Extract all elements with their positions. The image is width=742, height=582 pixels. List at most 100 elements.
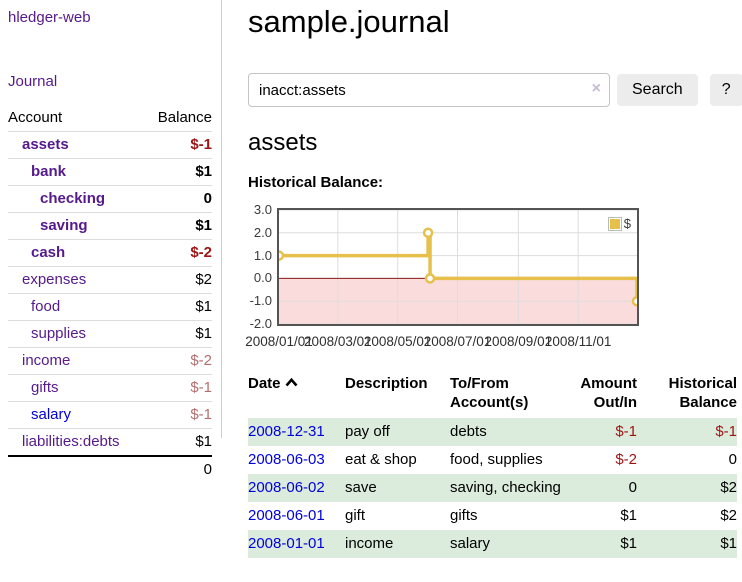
transaction-amount: 0 [572,474,647,502]
transaction-balance: $2 [647,474,737,502]
account-balance: $1 [145,320,212,348]
account-row-liabilities-debts: liabilities:debts $1 [8,428,212,457]
account-link-income[interactable]: income [22,352,71,369]
amount-column-header: Amount Out/In [580,375,637,411]
account-link-expenses[interactable]: expenses [22,271,87,288]
x-axis-tick-label: 2008/07/01 [423,334,492,349]
account-link-liabilities-debts[interactable]: liabilities:debts [22,433,120,450]
transaction-description: pay off [345,418,450,446]
chart-canvas [279,210,637,324]
sort-ascending-icon [285,377,297,387]
account-balance: $1 [145,293,212,321]
page-title: sample.journal [248,4,450,39]
app-window: hledger-web Journal Account Balance asse… [0,0,742,558]
x-axis-tick-label: 2008/01/01 [245,334,313,349]
transaction-date-link[interactable]: 2008-12-31 [248,423,325,440]
search-button[interactable]: Search [617,74,698,106]
register-row: 2008-06-03 eat & shop food, supplies $-2… [248,446,737,474]
balance-column-header: Historical Balance [668,375,737,411]
account-row-bank: bank $1 [8,158,212,186]
x-axis-tick-label: 2008/11/01 [544,334,612,349]
clear-search-icon[interactable]: × [591,80,601,97]
transaction-amount: $-2 [615,451,637,468]
account-balance: $1 [145,158,212,186]
chart-legend: $ [606,215,632,232]
account-link-food[interactable]: food [31,298,61,315]
account-row-food: food $1 [8,293,212,321]
account-row-supplies: supplies $1 [8,320,212,348]
account-page-title: assets [248,129,318,156]
transaction-balance: 0 [728,451,737,468]
transaction-accounts: gifts [450,507,478,524]
search-input[interactable] [248,73,610,107]
transaction-description: eat & shop [345,451,417,468]
account-link-supplies[interactable]: supplies [31,325,87,342]
account-row-expenses: expenses $2 [8,266,212,294]
app-title-link[interactable]: hledger-web [8,9,91,26]
chart-heading: Historical Balance: [248,174,384,191]
account-balance: $-2 [145,347,212,375]
historical-balance-chart: $ 3.0 2.0 1.0 0.0 -1.0 -2.0 2008/01/01 2008/03… [245,202,742,355]
account-link-bank[interactable]: bank [31,163,67,180]
transaction-amount: $1 [572,530,647,558]
y-axis-tick-label: -2.0 [249,316,272,331]
account-balance: $2 [145,266,212,294]
transaction-accounts: debts [450,418,572,446]
account-column-header: Account [8,105,146,132]
transaction-date-link[interactable]: 2008-01-01 [248,535,325,552]
total-balance: 0 [145,455,212,483]
account-link-cash[interactable]: cash [31,244,66,261]
account-balance: $-1 [145,374,212,402]
x-axis-tick-label: 2008/09/01 [484,334,553,349]
transaction-amount: $-1 [572,418,647,446]
transaction-balance: $1 [647,530,737,558]
account-balance: $1 [145,428,212,457]
accounts-column-header: To/From Account(s) [450,375,529,411]
register-header-row: Date Description To/From Account(s) Amou… [248,371,737,418]
transaction-date-link[interactable]: 2008-06-01 [248,507,325,524]
help-button[interactable]: ? [709,74,742,106]
legend-label: $ [623,216,631,231]
account-balance: $-1 [145,131,212,159]
account-row-gifts: gifts $-1 [8,374,212,402]
account-link-saving[interactable]: saving [40,217,88,234]
account-link-checking[interactable]: checking [40,190,106,207]
transaction-description: save [345,474,450,502]
account-row-income: income $-2 [8,347,212,375]
transaction-description: gift [345,507,366,524]
transaction-date-link[interactable]: 2008-06-02 [248,479,325,496]
sidebar: hledger-web Journal Account Balance asse… [0,0,222,483]
y-axis-tick-label: -1.0 [249,293,272,309]
y-axis-tick-label: 2.0 [253,224,272,240]
transaction-accounts: salary [450,530,572,558]
account-row-checking: checking 0 [8,185,212,213]
transaction-amount: $1 [620,507,637,524]
register-table: Date Description To/From Account(s) Amou… [248,371,737,558]
transaction-description: income [345,530,450,558]
account-link-assets[interactable]: assets [22,136,69,153]
date-column-header[interactable]: Date [248,371,345,418]
legend-swatch-icon [607,216,622,231]
account-row-assets: assets $-1 [8,131,212,159]
account-balance: $-2 [145,239,212,267]
transaction-date-link[interactable]: 2008-06-03 [248,451,325,468]
transaction-accounts: saving, checking [450,474,572,502]
account-balance: $1 [145,212,212,240]
transaction-balance: $-1 [647,418,737,446]
balance-column-header: Balance [145,105,212,132]
y-axis-tick-label: 1.0 [253,247,272,263]
transaction-accounts: food, supplies [450,451,543,468]
y-axis-tick-label: 0.0 [253,270,272,286]
account-balance-table: Account Balance assets $-1 bank $1 check… [8,105,212,483]
account-table-header: Account Balance [8,105,212,132]
account-link-gifts[interactable]: gifts [31,379,59,396]
register-row: 2008-06-01 gift gifts $1 $2 [248,502,737,530]
account-balance: 0 [145,185,212,213]
y-axis-tick-label: 3.0 [253,202,272,217]
search-form: × Search ? [248,73,742,107]
account-row-cash: cash $-2 [8,239,212,267]
register-row: 2008-12-31 pay off debts $-1 $-1 [248,418,737,446]
sidebar-item-journal[interactable]: Journal [8,73,58,90]
x-axis-tick-label: 2008/05/01 [363,334,432,349]
account-link-salary[interactable]: salary [31,406,72,423]
